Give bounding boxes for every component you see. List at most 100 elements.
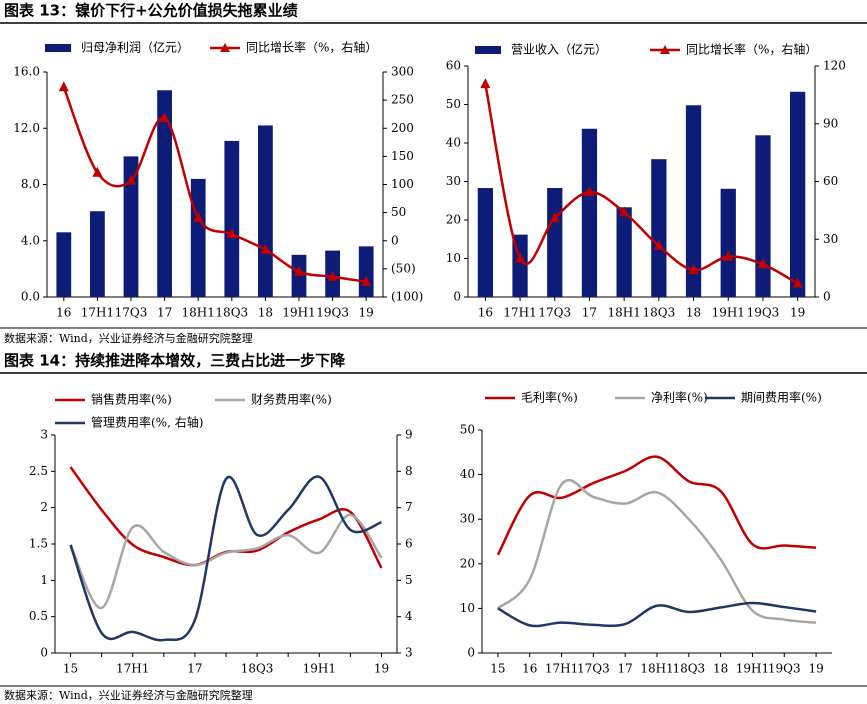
bar <box>90 211 105 297</box>
legend-label: 归母净利润（亿元） <box>81 40 189 55</box>
legend-marker <box>660 45 670 54</box>
bar <box>157 90 172 297</box>
line-marker <box>193 211 204 222</box>
series-line <box>69 475 382 642</box>
x-tick-label: 17 <box>582 306 597 320</box>
legend-label: 毛利率(%) <box>521 390 578 405</box>
y2-tick-label: 3 <box>405 646 413 660</box>
y-tick-label: 0.0 <box>21 290 40 304</box>
line-marker <box>260 243 271 254</box>
y2-tick-label: 0 <box>823 290 831 304</box>
y-tick-label: 8.0 <box>21 177 40 191</box>
bar <box>56 232 72 297</box>
x-tick-label: 19H1 <box>736 662 769 676</box>
y2-tick-label: 250 <box>391 93 414 107</box>
line-marker <box>92 166 103 177</box>
y2-tick-label: 9 <box>405 428 413 442</box>
y2-tick-label: 8 <box>405 464 413 478</box>
line-marker <box>327 270 338 281</box>
y2-tick-label: 60 <box>823 174 838 188</box>
line-marker <box>480 78 491 89</box>
line-marker <box>126 174 136 185</box>
x-tick-label: 18H1 <box>640 662 673 676</box>
line-marker <box>723 250 734 261</box>
legend-label: 营业收入（亿元） <box>511 42 607 57</box>
y2-tick-label: 7 <box>405 500 413 514</box>
x-tick-label: 16 <box>56 306 71 320</box>
series-line <box>484 83 799 285</box>
y-tick-label: 0 <box>40 646 48 660</box>
line-marker <box>619 206 630 217</box>
y-tick-label: 0.5 <box>29 609 48 623</box>
line-marker <box>226 228 237 238</box>
x-tick-label: 17Q3 <box>115 306 148 320</box>
x-tick-label: 17 <box>618 662 633 676</box>
x-tick-label: 17Q3 <box>577 662 610 676</box>
line-marker <box>792 277 803 288</box>
x-tick-label: 17H1 <box>81 306 114 320</box>
bar <box>123 156 139 297</box>
bar <box>547 188 563 297</box>
x-tick-label: 19 <box>359 306 374 320</box>
source-note: 数据来源：Wind，兴业证券经济与金融研究院整理 <box>4 688 253 702</box>
y2-tick-label: 200 <box>391 121 414 135</box>
x-tick-label: 19 <box>808 662 823 676</box>
x-tick-label: 19H1 <box>282 306 315 320</box>
figure-heading: 图表 14：持续推进降本增效，三费占比进一步下降 <box>4 352 346 370</box>
bar <box>720 188 736 297</box>
y-tick-label: 30 <box>446 174 461 188</box>
x-tick-label: 17Q3 <box>538 306 571 320</box>
series-line <box>69 513 383 610</box>
y-tick-label: 4.0 <box>21 233 40 247</box>
y-tick-label: 0 <box>453 290 461 304</box>
x-tick-label: 18 <box>713 662 728 676</box>
series-line <box>497 601 817 628</box>
y2-tick-label: 30 <box>823 232 838 246</box>
y2-tick-label: (50) <box>391 261 416 275</box>
x-tick-label: 17H1 <box>116 662 149 676</box>
y2-tick-label: 120 <box>823 59 846 73</box>
line-marker <box>584 186 595 197</box>
y2-tick-label: 90 <box>823 116 838 130</box>
y-tick-label: 2.5 <box>29 464 48 478</box>
y2-tick-label: 5 <box>405 573 413 587</box>
line-marker <box>294 265 304 276</box>
y2-tick-label: 300 <box>391 65 414 79</box>
x-tick-label: 16 <box>478 306 493 320</box>
bar <box>651 159 667 297</box>
x-tick-label: 17 <box>157 306 172 320</box>
bar <box>291 254 307 297</box>
x-tick-label: 18Q3 <box>642 306 675 320</box>
bar <box>224 140 240 297</box>
bar <box>581 128 598 297</box>
legend-label: 管理费用率(%, 右轴) <box>91 415 203 430</box>
y-tick-label: 20 <box>460 556 475 570</box>
x-tick-label: 19Q3 <box>768 662 801 676</box>
y-tick-label: 10 <box>446 251 461 265</box>
y2-tick-label: 0 <box>391 233 399 247</box>
x-tick-label: 18Q3 <box>241 662 274 676</box>
x-tick-label: 19 <box>374 662 389 676</box>
y2-tick-label: 6 <box>405 537 413 551</box>
y-tick-label: 10 <box>460 601 475 615</box>
x-tick-label: 19 <box>790 306 805 320</box>
bar <box>258 125 273 297</box>
y-tick-label: 1.5 <box>29 537 48 551</box>
series-line <box>497 478 817 624</box>
y-tick-label: 3 <box>40 428 48 442</box>
y-tick-label: 12.0 <box>13 121 40 135</box>
y-tick-label: 20 <box>446 213 461 227</box>
line-marker <box>58 81 69 92</box>
y-tick-label: 40 <box>446 136 461 150</box>
x-tick-label: 18Q3 <box>215 306 248 320</box>
y-tick-label: 2 <box>40 500 48 514</box>
line-marker <box>653 239 664 250</box>
y2-tick-label: 50 <box>391 205 406 219</box>
bar <box>685 105 702 298</box>
y2-tick-label: (100) <box>391 290 423 304</box>
line-marker <box>361 275 372 286</box>
line-marker <box>159 112 170 123</box>
bar <box>358 246 374 297</box>
x-tick-label: 18H1 <box>607 306 640 320</box>
